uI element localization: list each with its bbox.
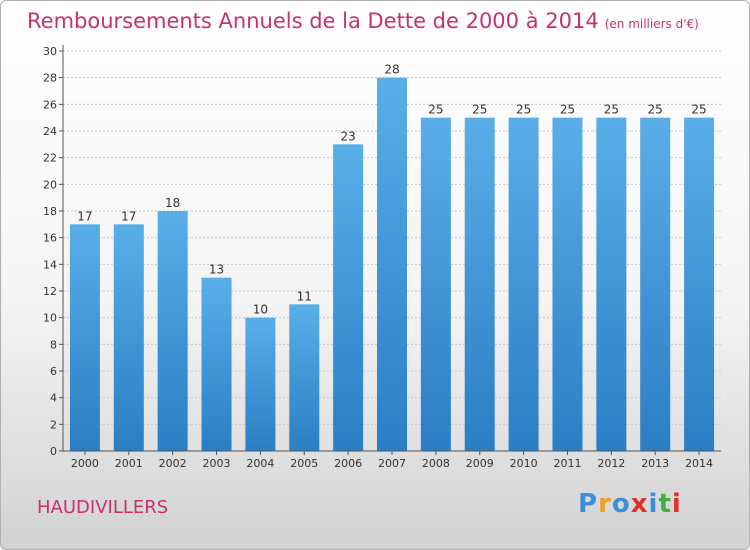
y-tick-label: 20 xyxy=(43,178,57,191)
bar-2013 xyxy=(640,117,671,452)
value-label-2007: 28 xyxy=(384,63,399,77)
y-tick-label: 22 xyxy=(43,152,57,165)
bar-2014 xyxy=(684,117,715,452)
bars: 17 17 18 13 10 11 23 28 25 25 25 25 25 25 25 xyxy=(69,63,715,452)
logo-letter: i xyxy=(671,489,682,519)
title-main: Remboursements Annuels de la Dette de 20… xyxy=(27,9,599,33)
x-tick-label-2007: 2007 xyxy=(378,457,406,470)
value-label-2010: 25 xyxy=(516,103,531,117)
y-tick-label: 4 xyxy=(50,392,57,405)
y-tick-label: 0 xyxy=(50,445,57,458)
value-label-2005: 11 xyxy=(297,289,312,303)
proxiti-logo: Proxiti xyxy=(578,489,682,519)
logo-letter: o xyxy=(611,489,631,519)
logo-letter: t xyxy=(658,489,672,519)
x-tick-label-2008: 2008 xyxy=(422,457,450,470)
bar-2007 xyxy=(377,77,407,452)
x-tick-label-2003: 2003 xyxy=(203,457,231,470)
logo-letter: P xyxy=(578,489,599,519)
y-tick-label: 30 xyxy=(43,45,57,58)
y-tick-label: 12 xyxy=(43,285,57,298)
bar-2002 xyxy=(157,211,188,451)
value-label-2002: 18 xyxy=(165,196,180,210)
value-label-2004: 10 xyxy=(253,303,268,317)
value-label-2000: 17 xyxy=(77,209,92,223)
value-label-2013: 25 xyxy=(648,103,663,117)
x-tick-label-2004: 2004 xyxy=(246,457,274,470)
x-tick-label-2001: 2001 xyxy=(115,457,143,470)
x-tick-label-2013: 2013 xyxy=(641,457,669,470)
x-tick-label-2010: 2010 xyxy=(510,457,538,470)
bar-2004 xyxy=(245,317,276,451)
logo-letter: r xyxy=(598,489,612,519)
value-label-2008: 25 xyxy=(428,103,443,117)
bar-2009 xyxy=(464,117,495,452)
chart-title: Remboursements Annuels de la Dette de 20… xyxy=(27,9,699,33)
x-tick-label-2002: 2002 xyxy=(159,457,187,470)
x-tick-label-2000: 2000 xyxy=(71,457,99,470)
bar-2005 xyxy=(289,304,320,451)
value-label-2011: 25 xyxy=(560,103,575,117)
bar-2008 xyxy=(420,117,451,452)
value-label-2006: 23 xyxy=(340,129,355,143)
bar-2011 xyxy=(552,117,583,452)
y-tick-label: 8 xyxy=(50,338,57,351)
y-tick-label: 26 xyxy=(43,98,57,111)
x-tick-label-2014: 2014 xyxy=(685,457,713,470)
y-tick-label: 10 xyxy=(43,312,57,325)
value-label-2014: 25 xyxy=(691,103,706,117)
logo-letter: i xyxy=(648,489,659,519)
bar-2006 xyxy=(333,144,364,452)
y-tick-label: 14 xyxy=(43,258,57,271)
bar-2012 xyxy=(596,117,627,452)
x-tick-label-2011: 2011 xyxy=(553,457,581,470)
y-tick-label: 6 xyxy=(50,365,57,378)
y-tick-label: 28 xyxy=(43,72,57,85)
x-tick-label-2005: 2005 xyxy=(290,457,318,470)
y-tick-label: 16 xyxy=(43,232,57,245)
value-label-2009: 25 xyxy=(472,103,487,117)
commune-name: HAUDIVILLERS xyxy=(37,497,169,518)
x-tick-label-2009: 2009 xyxy=(466,457,494,470)
bar-2010 xyxy=(508,117,539,452)
x-tick-label-2012: 2012 xyxy=(597,457,625,470)
logo-letter: x xyxy=(630,489,649,519)
value-label-2003: 13 xyxy=(209,263,224,277)
value-label-2001: 17 xyxy=(121,209,136,223)
y-tick-label: 2 xyxy=(50,418,57,431)
title-unit: (en milliers d'€) xyxy=(604,17,699,31)
bar-2001 xyxy=(113,224,144,451)
bar-2003 xyxy=(201,277,232,451)
y-tick-label: 24 xyxy=(43,125,57,138)
value-label-2012: 25 xyxy=(604,103,619,117)
y-tick-label: 18 xyxy=(43,205,57,218)
x-tick-label-2006: 2006 xyxy=(334,457,362,470)
bar-2000 xyxy=(69,224,100,451)
